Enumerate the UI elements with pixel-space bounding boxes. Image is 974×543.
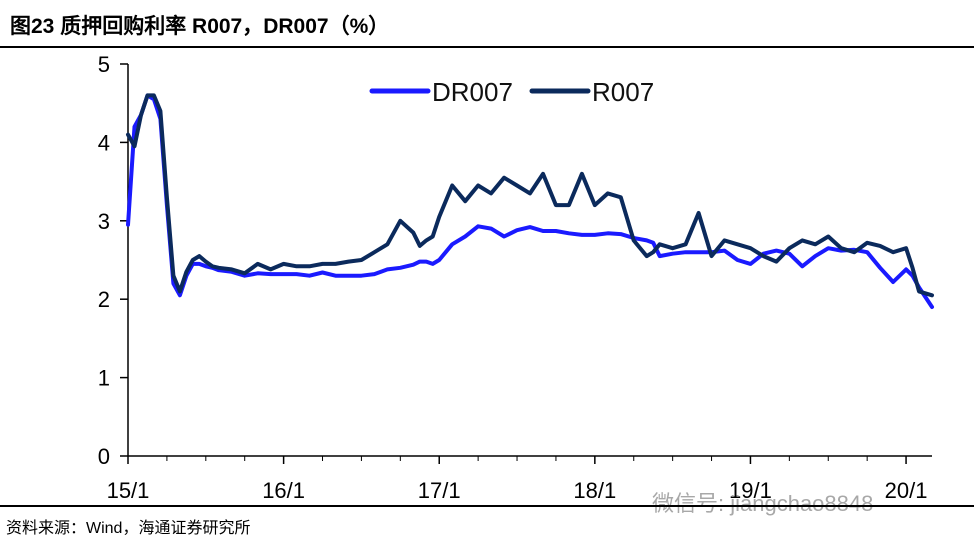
y-tick-label: 5 [98, 52, 110, 77]
legend-label-dr007: DR007 [432, 77, 513, 107]
y-tick-label: 2 [98, 287, 110, 312]
top-rule [0, 46, 974, 48]
axes: 0 1 2 3 4 5 15/1 16/1 17/1 18/1 19/1 20/1 [98, 52, 932, 503]
source-note: 资料来源：Wind，海通证券研究所 [6, 520, 251, 537]
y-tick-label: 4 [98, 130, 110, 155]
series-layer [126, 93, 934, 309]
y-tick-label: 0 [98, 444, 110, 469]
x-tick-label: 20/1 [885, 478, 928, 503]
legend-label-r007: R007 [592, 77, 654, 107]
series-line-dr007 [126, 93, 934, 309]
legend: DR007 R007 [369, 77, 654, 107]
y-tick-label: 1 [98, 366, 110, 391]
x-tick-label: 16/1 [262, 478, 305, 503]
chart-title: 图23 质押回购利率 R007，DR007（%） [10, 15, 390, 38]
x-tick-label: 19/1 [729, 478, 772, 503]
bottom-rule [0, 505, 974, 507]
x-tick-label: 15/1 [107, 478, 150, 503]
x-tick-label: 18/1 [573, 478, 616, 503]
watermark: 微信号: jiangchao8848 [652, 491, 874, 516]
line-chart: 0 1 2 3 4 5 15/1 16/1 17/1 18/1 19/1 20/1 DR007 R007 [98, 52, 934, 503]
series-line-r007 [126, 93, 934, 298]
y-tick-label: 3 [98, 209, 110, 234]
x-tick-label: 17/1 [418, 478, 461, 503]
